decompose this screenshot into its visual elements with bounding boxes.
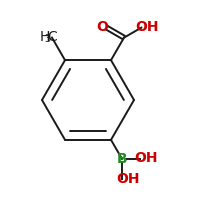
Text: OH: OH [135,20,159,34]
Text: H: H [40,30,50,44]
Text: OH: OH [116,172,140,186]
Text: C: C [47,30,57,44]
Text: B: B [117,152,127,166]
Text: OH: OH [134,151,158,165]
Text: 3: 3 [44,34,50,44]
Text: O: O [96,20,108,34]
